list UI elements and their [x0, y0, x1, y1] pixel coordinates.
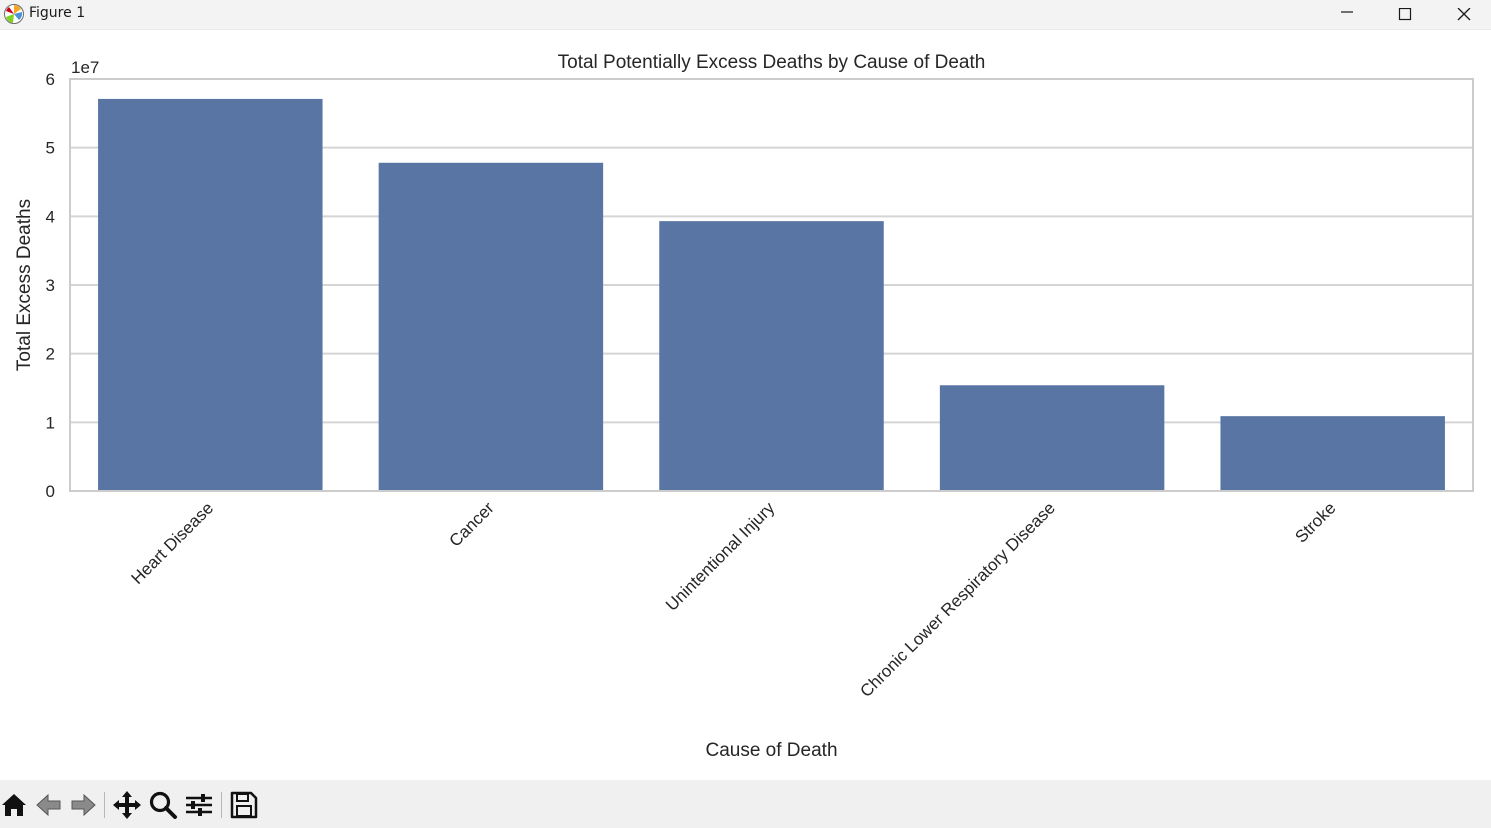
configure-subplots-icon — [186, 794, 212, 816]
chart-title: Total Potentially Excess Deaths by Cause… — [558, 52, 986, 73]
y-tick-label: 1 — [46, 413, 55, 432]
x-tick-label: Chronic Lower Respiratory Disease — [856, 498, 1059, 701]
pan-move-icon — [113, 791, 141, 819]
bars — [98, 98, 1445, 492]
x-tick-label: Unintentional Injury — [662, 498, 779, 615]
window-title: Figure 1 — [29, 5, 86, 21]
bar — [659, 221, 884, 491]
x-tick-label: Heart Disease — [128, 498, 218, 588]
matplotlib-logo-icon — [4, 4, 24, 24]
y-tick-label: 4 — [46, 207, 55, 226]
bar — [378, 162, 604, 492]
figure-canvas[interactable]: 0 1 2 3 4 5 6 Heart Disease Cancer Unintentional… — [0, 31, 1491, 780]
minimize-button[interactable] — [1318, 0, 1376, 30]
maximize-icon — [1398, 8, 1412, 21]
close-icon — [1457, 8, 1471, 21]
zoom-button[interactable] — [148, 790, 178, 820]
home-button[interactable] — [0, 790, 30, 820]
save-button[interactable] — [229, 790, 259, 820]
y-tick-label: 3 — [46, 276, 55, 295]
toolbar-separator — [221, 792, 222, 818]
navigation-toolbar — [0, 780, 1491, 828]
close-button[interactable] — [1435, 0, 1491, 30]
y-tick-label: 6 — [46, 70, 55, 89]
bar — [98, 98, 323, 491]
bar-chart: 0 1 2 3 4 5 6 Heart Disease Cancer Unintentional… — [14, 52, 1474, 761]
axes-frame — [69, 78, 1474, 492]
save-floppy-icon — [230, 791, 258, 819]
y-tick-label: 2 — [46, 345, 55, 364]
back-arrow-icon — [36, 793, 61, 817]
home-icon — [2, 794, 26, 816]
back-button[interactable] — [34, 790, 64, 820]
y-offset-text: 1e7 — [71, 58, 99, 77]
x-tick-label: Stroke — [1291, 498, 1339, 546]
pan-button[interactable] — [112, 790, 142, 820]
minimize-icon — [1341, 11, 1353, 13]
window-titlebar: Figure 1 — [0, 0, 1491, 30]
toolbar-separator — [104, 792, 105, 818]
y-tick-label: 0 — [46, 482, 55, 501]
y-axis-label: Total Excess Deaths — [14, 199, 35, 371]
x-axis-label: Cause of Death — [705, 740, 837, 761]
bar — [939, 385, 1165, 491]
y-tick-label: 5 — [46, 139, 55, 158]
configure-subplots-button[interactable] — [184, 790, 214, 820]
x-tick-label: Cancer — [446, 498, 498, 550]
maximize-button[interactable] — [1376, 0, 1434, 30]
x-tick-labels: Heart Disease Cancer Unintentional Injury C… — [128, 498, 1340, 701]
zoom-magnifier-icon — [149, 791, 177, 819]
forward-button[interactable] — [68, 790, 98, 820]
y-tick-labels: 0 1 2 3 4 5 6 — [46, 70, 55, 501]
bar — [1220, 416, 1445, 491]
forward-arrow-icon — [71, 793, 96, 817]
